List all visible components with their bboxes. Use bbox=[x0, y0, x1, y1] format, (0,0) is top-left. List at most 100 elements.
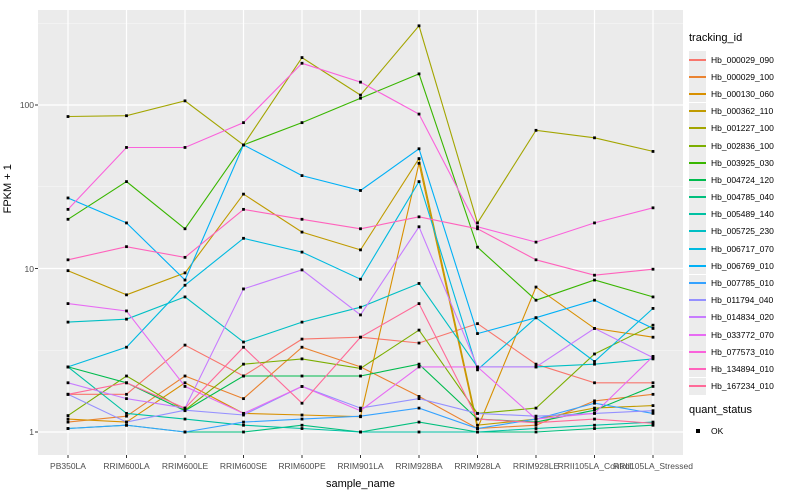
data-point-Hb_167234_010[interactable] bbox=[593, 417, 596, 421]
data-point-Hb_001227_100[interactable] bbox=[651, 150, 655, 153]
data-point-Hb_077573_010[interactable] bbox=[476, 225, 479, 229]
data-point-Hb_005489_140[interactable] bbox=[359, 430, 362, 434]
data-point-Hb_014834_020[interactable] bbox=[242, 287, 245, 291]
data-point-Hb_006717_070[interactable] bbox=[476, 368, 479, 372]
data-point-Hb_000029_090[interactable] bbox=[300, 337, 304, 341]
data-point-Hb_014834_020[interactable] bbox=[359, 313, 362, 317]
data-point-Hb_000029_100[interactable] bbox=[125, 414, 128, 418]
data-point-Hb_007785_010[interactable] bbox=[359, 414, 362, 418]
data-point-Hb_006717_070[interactable] bbox=[417, 180, 421, 184]
data-point-Hb_134894_010[interactable] bbox=[300, 217, 304, 221]
data-point-Hb_077573_010[interactable] bbox=[125, 146, 128, 149]
data-point-Hb_006769_010[interactable] bbox=[125, 221, 128, 225]
data-point-Hb_134894_010[interactable] bbox=[593, 273, 596, 277]
data-point-Hb_014834_020[interactable] bbox=[593, 327, 596, 330]
data-point-Hb_000029_090[interactable] bbox=[593, 381, 596, 385]
data-point-Hb_014834_020[interactable] bbox=[300, 268, 304, 272]
data-point-Hb_004785_040[interactable] bbox=[651, 423, 655, 427]
data-point-Hb_006769_010[interactable] bbox=[66, 196, 70, 200]
data-point-Hb_002836_100[interactable] bbox=[651, 323, 655, 327]
data-point-Hb_033772_070[interactable] bbox=[242, 411, 245, 415]
data-point-Hb_001227_100[interactable] bbox=[417, 24, 421, 28]
data-point-Hb_000029_100[interactable] bbox=[417, 395, 421, 398]
data-point-Hb_077573_010[interactable] bbox=[300, 61, 304, 65]
legend-item[interactable]: Hb_003925_030 bbox=[689, 154, 799, 172]
legend-item[interactable]: Hb_033772_070 bbox=[689, 326, 799, 344]
data-point-Hb_014834_020[interactable] bbox=[125, 397, 128, 401]
data-point-Hb_006769_010[interactable] bbox=[183, 278, 187, 282]
data-point-Hb_007785_010[interactable] bbox=[476, 427, 479, 430]
data-point-Hb_005725_230[interactable] bbox=[66, 320, 70, 324]
data-point-Hb_011794_040[interactable] bbox=[359, 406, 362, 410]
data-point-Hb_000029_100[interactable] bbox=[183, 374, 187, 378]
data-point-Hb_000029_100[interactable] bbox=[242, 397, 245, 401]
data-point-Hb_004724_120[interactable] bbox=[417, 362, 421, 366]
data-point-Hb_000362_110[interactable] bbox=[651, 404, 655, 408]
data-point-Hb_033772_070[interactable] bbox=[417, 365, 421, 369]
data-point-Hb_006769_010[interactable] bbox=[300, 174, 304, 177]
data-point-Hb_134894_010[interactable] bbox=[417, 215, 421, 219]
data-point-Hb_011794_040[interactable] bbox=[476, 411, 479, 415]
data-point-Hb_033772_070[interactable] bbox=[359, 409, 362, 413]
legend-item[interactable]: Hb_134894_010 bbox=[689, 360, 799, 378]
data-point-Hb_006769_010[interactable] bbox=[417, 147, 421, 151]
data-point-Hb_033772_070[interactable] bbox=[593, 411, 596, 415]
data-point-Hb_000130_060[interactable] bbox=[300, 413, 304, 417]
data-point-Hb_011794_040[interactable] bbox=[651, 409, 655, 413]
data-point-Hb_077573_010[interactable] bbox=[534, 240, 538, 244]
data-point-Hb_033772_070[interactable] bbox=[300, 385, 304, 388]
data-point-Hb_167234_010[interactable] bbox=[534, 421, 538, 425]
data-point-Hb_014834_020[interactable] bbox=[417, 225, 421, 229]
data-point-Hb_000130_060[interactable] bbox=[183, 381, 187, 385]
data-point-Hb_007785_010[interactable] bbox=[242, 420, 245, 424]
data-point-Hb_007785_010[interactable] bbox=[651, 411, 655, 415]
data-point-Hb_005489_140[interactable] bbox=[300, 427, 304, 430]
data-point-Hb_002836_100[interactable] bbox=[417, 328, 421, 332]
data-point-Hb_000029_100[interactable] bbox=[300, 345, 304, 349]
legend-item[interactable]: Hb_014834_020 bbox=[689, 308, 799, 326]
data-point-Hb_005725_230[interactable] bbox=[300, 320, 304, 324]
data-point-Hb_007785_010[interactable] bbox=[183, 430, 187, 434]
data-point-Hb_077573_010[interactable] bbox=[417, 112, 421, 116]
data-point-Hb_004724_120[interactable] bbox=[300, 374, 304, 378]
data-point-Hb_003925_030[interactable] bbox=[534, 298, 538, 302]
data-point-Hb_167234_010[interactable] bbox=[359, 335, 362, 339]
legend-item[interactable]: Hb_002836_100 bbox=[689, 137, 799, 155]
data-point-Hb_000362_110[interactable] bbox=[183, 271, 187, 275]
data-point-Hb_134894_010[interactable] bbox=[651, 267, 655, 271]
data-point-Hb_000029_100[interactable] bbox=[651, 392, 655, 396]
data-point-Hb_033772_070[interactable] bbox=[125, 309, 128, 313]
data-point-Hb_003925_030[interactable] bbox=[359, 96, 362, 100]
data-point-Hb_006717_070[interactable] bbox=[125, 345, 128, 349]
data-point-Hb_005725_230[interactable] bbox=[417, 282, 421, 285]
data-point-Hb_005725_230[interactable] bbox=[593, 362, 596, 366]
data-point-Hb_003925_030[interactable] bbox=[125, 180, 128, 184]
data-point-Hb_006769_010[interactable] bbox=[534, 316, 538, 320]
data-point-Hb_033772_070[interactable] bbox=[66, 302, 70, 305]
data-point-Hb_006717_070[interactable] bbox=[66, 365, 70, 369]
data-point-Hb_005725_230[interactable] bbox=[359, 305, 362, 309]
data-point-Hb_002836_100[interactable] bbox=[242, 362, 245, 366]
data-point-Hb_005489_140[interactable] bbox=[125, 411, 128, 415]
data-point-Hb_000362_110[interactable] bbox=[242, 192, 245, 196]
data-point-Hb_005489_140[interactable] bbox=[593, 423, 596, 427]
data-point-Hb_000029_090[interactable] bbox=[125, 392, 128, 396]
legend-item[interactable]: Hb_001227_100 bbox=[689, 119, 799, 137]
data-point-Hb_001227_100[interactable] bbox=[534, 128, 538, 132]
data-point-Hb_004724_120[interactable] bbox=[593, 408, 596, 412]
data-point-Hb_000362_110[interactable] bbox=[300, 230, 304, 234]
data-point-Hb_003925_030[interactable] bbox=[417, 72, 421, 76]
data-point-Hb_005489_140[interactable] bbox=[476, 430, 479, 434]
data-point-Hb_003925_030[interactable] bbox=[476, 245, 479, 249]
data-point-Hb_134894_010[interactable] bbox=[534, 258, 538, 262]
data-point-Hb_005489_140[interactable] bbox=[242, 423, 245, 427]
data-point-Hb_000029_100[interactable] bbox=[534, 423, 538, 427]
legend-item[interactable]: Hb_004724_120 bbox=[689, 171, 799, 189]
data-point-Hb_077573_010[interactable] bbox=[66, 207, 70, 211]
data-point-Hb_011794_040[interactable] bbox=[417, 397, 421, 401]
data-point-Hb_004785_040[interactable] bbox=[242, 430, 245, 434]
data-point-Hb_001227_100[interactable] bbox=[476, 221, 479, 225]
data-point-Hb_033772_070[interactable] bbox=[183, 385, 187, 388]
data-point-Hb_007785_010[interactable] bbox=[593, 401, 596, 405]
data-point-Hb_007785_010[interactable] bbox=[66, 427, 70, 430]
